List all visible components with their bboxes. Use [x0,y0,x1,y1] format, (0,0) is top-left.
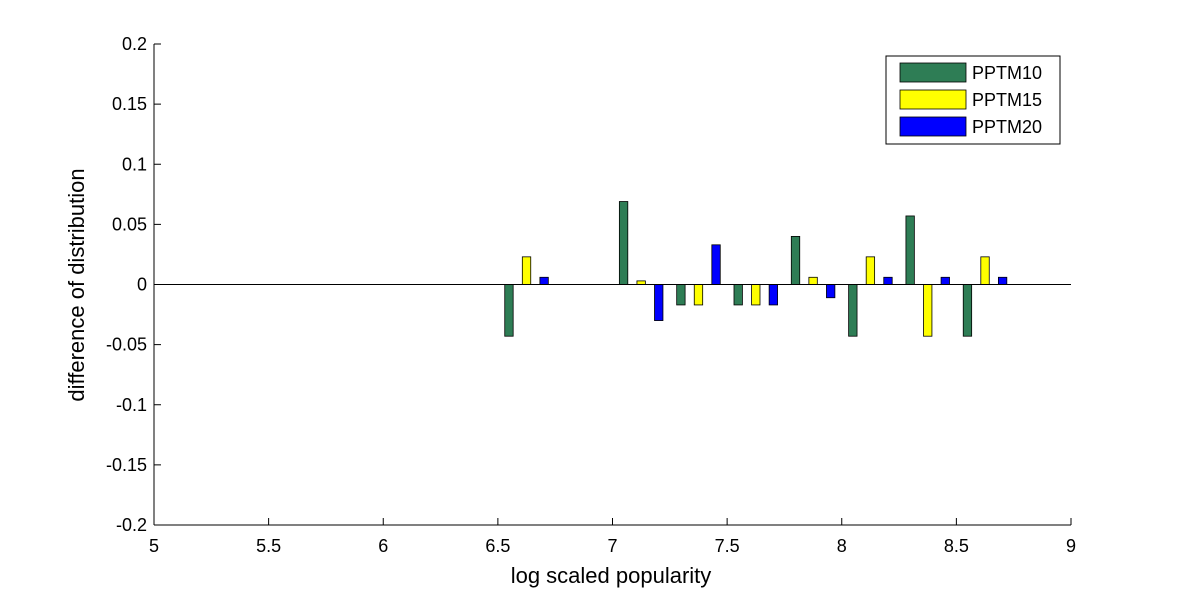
bar-pptm20 [997,276,1008,285]
legend-swatch [899,89,967,110]
legend-swatch [899,62,967,83]
bar-pptm20 [826,284,836,299]
x-axis-label: log scaled popularity [511,563,712,588]
y-tick-label: -0.15 [106,455,147,475]
y-tick-label: -0.2 [116,515,147,535]
bar-pptm15 [808,276,818,285]
axes-layer: 5 5.5 6 6.5 7 7.5 8 8.5 9 -0.2 -0.15 -0.1 -0.05 0 0.05… [106,34,1076,556]
bar-pptm10 [790,235,801,285]
y-tick-label: 0 [137,275,147,295]
bars-layer [504,201,1008,337]
x-tick-label: 6 [378,536,388,556]
bar-pptm20 [711,244,721,285]
y-tick-label: 0.1 [122,154,147,174]
y-tick-label: -0.05 [106,335,147,355]
legend-swatch [899,116,967,137]
bar-pptm10 [504,284,514,337]
bar-pptm10 [618,201,629,285]
bar-pptm10 [676,284,686,306]
bar-pptm10 [848,284,858,337]
bar-pptm15 [923,284,933,337]
bar-pptm15 [980,256,990,285]
bar-pptm15 [636,280,646,285]
x-tick-label: 5.5 [256,536,281,556]
legend-label: PPTM10 [972,63,1042,83]
legend: PPTM10 PPTM15 PPTM20 [885,55,1061,145]
bar-pptm10 [962,284,973,337]
bar-pptm10 [733,284,743,306]
x-tick-label: 8.5 [944,536,969,556]
y-tick-label: 0.2 [122,34,147,54]
bar-pptm15 [751,284,761,306]
y-axis-label: difference of distribution [64,168,89,401]
bar-pptm15 [521,256,532,285]
bar-pptm15 [865,256,876,285]
bar-pptm20 [768,284,778,306]
bar-pptm15 [693,284,704,306]
bar-pptm20 [539,276,549,285]
y-tick-label: 0.05 [112,214,147,234]
y-tick-label: 0.15 [112,94,147,114]
bar-pptm20 [883,276,893,285]
y-tick-label: -0.1 [116,395,147,415]
x-tick-label: 5 [149,536,159,556]
bar-pptm10 [905,215,915,285]
x-tick-label: 7 [607,536,617,556]
x-tick-label: 8 [837,536,847,556]
legend-label: PPTM15 [972,90,1042,110]
bar-pptm20 [654,284,664,321]
x-tick-label: 9 [1066,536,1076,556]
x-tick-label: 6.5 [485,536,510,556]
bar-pptm20 [940,276,950,285]
legend-label: PPTM20 [972,117,1042,137]
x-tick-label: 7.5 [715,536,740,556]
